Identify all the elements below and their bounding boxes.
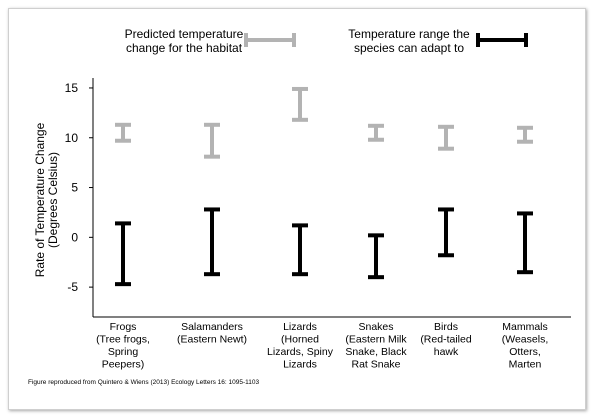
y-axis-label-line: Rate of Temperature Change	[33, 122, 47, 277]
plot-area	[92, 78, 571, 318]
y-tick-label: 15	[65, 81, 79, 95]
legend-label: change for the habitat	[126, 41, 243, 55]
adaptable-range-bar	[438, 207, 454, 258]
legend-label: Temperature range the	[348, 27, 470, 41]
x-category-label-line: Mammals	[502, 321, 548, 333]
legend-swatch	[244, 33, 296, 47]
x-category-label-line: Salamanders	[181, 321, 243, 333]
predicted-change-bar	[115, 122, 131, 143]
y-tick-label: 10	[65, 131, 79, 145]
adaptable-range-bar	[115, 221, 131, 287]
predicted-change-bar	[292, 86, 308, 122]
y-tick-label: 0	[71, 230, 78, 244]
x-category-label-line: Lizards	[283, 359, 317, 371]
x-category-label-line: Peepers)	[102, 359, 145, 371]
adaptable-range-bar	[517, 211, 533, 275]
x-category-label: Salamanders(Eastern Newt)	[177, 321, 247, 346]
x-category-label-line: Birds	[434, 321, 458, 333]
x-category-label-line: (Eastern Newt)	[177, 334, 247, 346]
x-category-label-line: Spring	[108, 346, 139, 358]
y-axis: 15 10 5 0 -5	[65, 81, 93, 294]
x-category-label-line: (Tree frogs,	[96, 334, 150, 346]
y-axis-label: Rate of Temperature Change (Degrees Celsi…	[33, 122, 60, 277]
x-category-label-line: Frogs	[110, 321, 137, 333]
x-category-label-line: (Weasels,	[502, 334, 549, 346]
adaptable-range-bar	[204, 207, 220, 277]
x-category-label-line: Rat Snake	[351, 359, 400, 371]
source-credit: Figure reproduced from Quintero & Wiens …	[28, 379, 260, 386]
predicted-change-bar	[204, 122, 220, 159]
adaptable-range-bar	[368, 233, 384, 280]
figure-frame	[8, 8, 586, 410]
x-category-label-line: Snakes	[358, 321, 393, 333]
y-axis-label-line: (Degrees Celsius)	[46, 152, 60, 248]
range-bars	[115, 86, 533, 287]
predicted-change-bar	[438, 124, 454, 151]
predicted-change-bar	[517, 125, 533, 144]
x-category-label-line: (Horned	[281, 334, 319, 346]
y-tick-label: 5	[71, 181, 78, 195]
legend-label: species can adapt to	[354, 41, 464, 55]
x-category-label-line: Otters,	[509, 346, 541, 358]
x-category-label-line: (Red-tailed	[420, 334, 472, 346]
x-category-label-line: Lizards, Spiny	[267, 346, 334, 358]
x-category-label-line: Lizards	[283, 321, 317, 333]
x-category-label-line: (Eastern Milk	[345, 334, 407, 346]
x-category-label-line: Marten	[509, 359, 542, 371]
adaptable-range-bar	[292, 223, 308, 277]
predicted-change-bar	[368, 123, 384, 142]
x-category-label: Mammals(Weasels,Otters,Marten	[502, 321, 549, 371]
x-category-label-line: Snake, Black	[345, 346, 407, 358]
legend-swatch	[476, 33, 528, 47]
x-category-label-line: hawk	[434, 346, 459, 358]
legend-label: Predicted temperature	[125, 27, 244, 41]
y-tick-label: -5	[67, 280, 78, 294]
